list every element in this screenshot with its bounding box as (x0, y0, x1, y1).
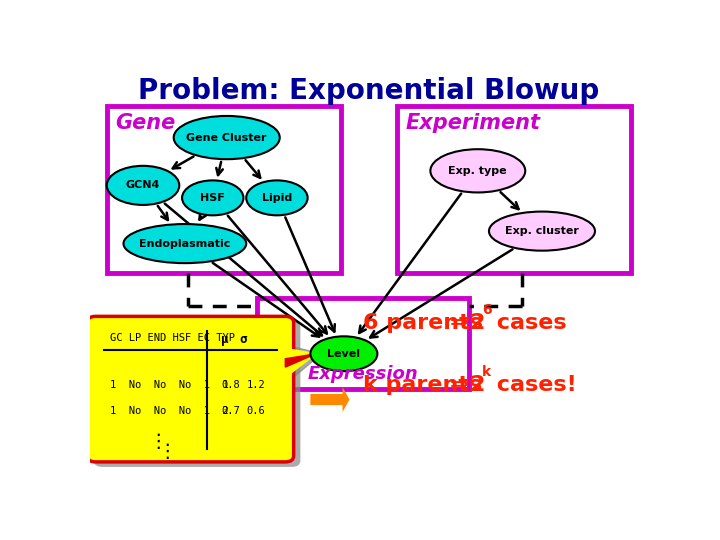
Text: HSF: HSF (200, 193, 225, 203)
Text: cases: cases (489, 313, 567, 333)
FancyBboxPatch shape (258, 298, 469, 389)
Text: 1.2: 1.2 (246, 380, 265, 390)
Polygon shape (285, 348, 316, 377)
Text: Exp. type: Exp. type (449, 166, 507, 176)
Ellipse shape (489, 212, 595, 251)
Text: k parents: k parents (364, 375, 482, 395)
Text: Gene Cluster: Gene Cluster (186, 132, 267, 143)
FancyBboxPatch shape (87, 316, 294, 462)
Text: Experiment: Experiment (405, 113, 540, 133)
Text: Expression: Expression (308, 365, 419, 383)
Text: 6 parents: 6 parents (364, 313, 483, 333)
Ellipse shape (182, 180, 243, 215)
Text: μ: μ (221, 333, 229, 346)
Text: Level: Level (328, 349, 361, 359)
Text: ⇒: ⇒ (450, 313, 469, 333)
Text: Problem: Exponential Blowup: Problem: Exponential Blowup (138, 77, 600, 105)
Text: 1  No  No  No  1  2: 1 No No No 1 2 (109, 406, 228, 416)
Text: Gene: Gene (115, 113, 176, 133)
Text: Exp. cluster: Exp. cluster (505, 226, 579, 236)
Text: cases!: cases! (489, 375, 577, 395)
Text: Lipid: Lipid (262, 193, 292, 203)
Polygon shape (285, 354, 316, 367)
FancyBboxPatch shape (107, 106, 341, 273)
FancyBboxPatch shape (397, 106, 631, 273)
Text: k: k (482, 366, 491, 380)
Text: ⇒: ⇒ (450, 375, 469, 395)
Ellipse shape (174, 116, 280, 159)
Text: 0.6: 0.6 (246, 406, 265, 416)
Text: σ: σ (239, 333, 246, 346)
Text: GC LP END HSF EC TYP: GC LP END HSF EC TYP (109, 333, 235, 343)
Ellipse shape (124, 224, 246, 263)
Text: 6: 6 (482, 303, 492, 317)
Ellipse shape (246, 180, 307, 215)
Text: 2: 2 (469, 313, 485, 333)
Text: GCN4: GCN4 (126, 180, 160, 191)
Text: Endoplasmatic: Endoplasmatic (139, 239, 230, 248)
FancyBboxPatch shape (94, 321, 300, 467)
Text: ⋮: ⋮ (148, 432, 168, 451)
Text: 2: 2 (469, 375, 485, 395)
Text: 0.8: 0.8 (221, 380, 240, 390)
Text: ⋮: ⋮ (157, 442, 176, 461)
Ellipse shape (431, 149, 526, 192)
Text: 0.7: 0.7 (221, 406, 240, 416)
Ellipse shape (107, 166, 179, 205)
Polygon shape (291, 346, 322, 380)
Ellipse shape (310, 336, 377, 371)
Text: 1  No  No  No  1  1: 1 No No No 1 1 (109, 380, 228, 390)
